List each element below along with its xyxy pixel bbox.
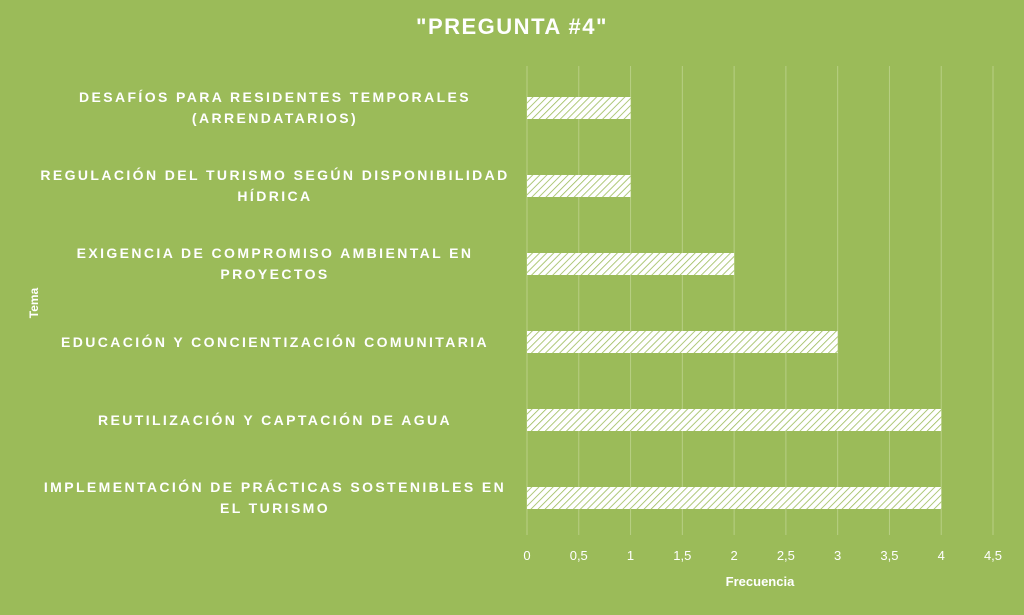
category-label: EXIGENCIA DE COMPROMISO AMBIENTAL EN PRO… [76,245,474,282]
x-tick-label: 4 [937,548,945,563]
x-tick-label: 1 [626,548,635,563]
category-label: EDUCACIÓN Y CONCIENTIZACIÓN COMUNITARIA [60,333,490,350]
gridlines [526,66,994,535]
category-label: IMPLEMENTACIÓN DE PRÁCTICAS SOSTENIBLES … [43,479,507,516]
bars [527,97,942,509]
x-tick-label: 2 [730,548,738,563]
bar [527,409,942,431]
bar [527,487,942,509]
category-label: DESAFÍOS PARA RESIDENTES TEMPORALES (ARR… [78,89,472,126]
x-tick-label: 1,5 [673,548,692,563]
category-label: REUTILIZACIÓN Y CAPTACIÓN DE AGUA [97,411,453,428]
chart-title: "PREGUNTA #4" [416,14,608,39]
x-tick-label: 4,5 [983,548,1003,563]
bar [527,97,631,119]
x-axis-title: Frecuencia [725,574,795,589]
x-tick-label: 3 [834,548,842,563]
x-tick-label: 2,5 [776,548,795,563]
x-tick-label: 0 [523,548,531,563]
bar [527,331,838,353]
x-tick-label: 3,5 [880,548,899,563]
category-label: REGULACIÓN DEL TURISMO SEGÚN DISPONIBILI… [40,167,510,204]
bar [527,253,735,275]
x-tick-label: 0,5 [569,548,588,563]
bar [527,175,631,197]
y-axis-title: Tema [27,287,41,319]
